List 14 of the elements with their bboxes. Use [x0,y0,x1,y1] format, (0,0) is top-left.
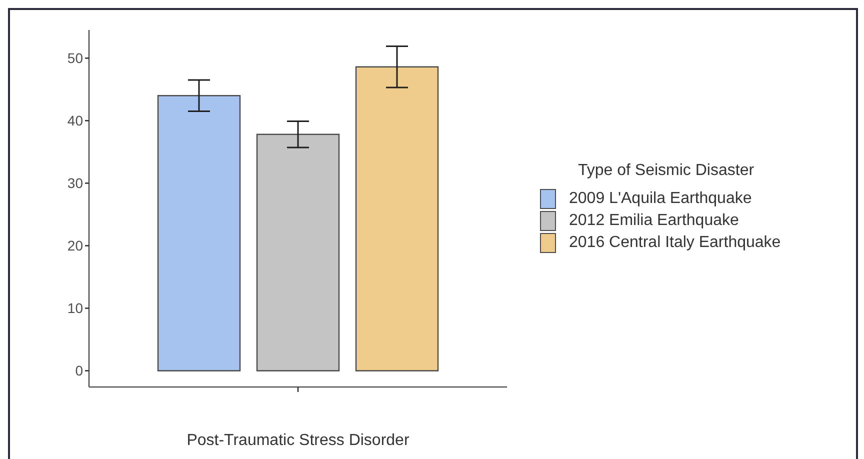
x-axis-title: Post-Traumatic Stress Disorder [186,432,410,449]
y-tick-label: 40 [67,112,84,129]
legend-label: 2012 Emilia Earthquake [569,212,739,230]
y-tick-label: 10 [67,300,84,316]
bar [355,66,439,372]
y-tick-label: 50 [67,50,84,66]
legend-title: Type of Seismic Disaster [578,161,756,181]
legend-label: 2016 Central Italy Earthquake [569,234,781,252]
bar [256,134,340,372]
legend-label: 2009 L'Aquila Earthquake [569,190,752,208]
y-tick-label: 0 [75,362,84,379]
y-tick-label: 30 [67,175,84,192]
bar [157,95,241,372]
y-tick-label: 20 [67,238,84,254]
